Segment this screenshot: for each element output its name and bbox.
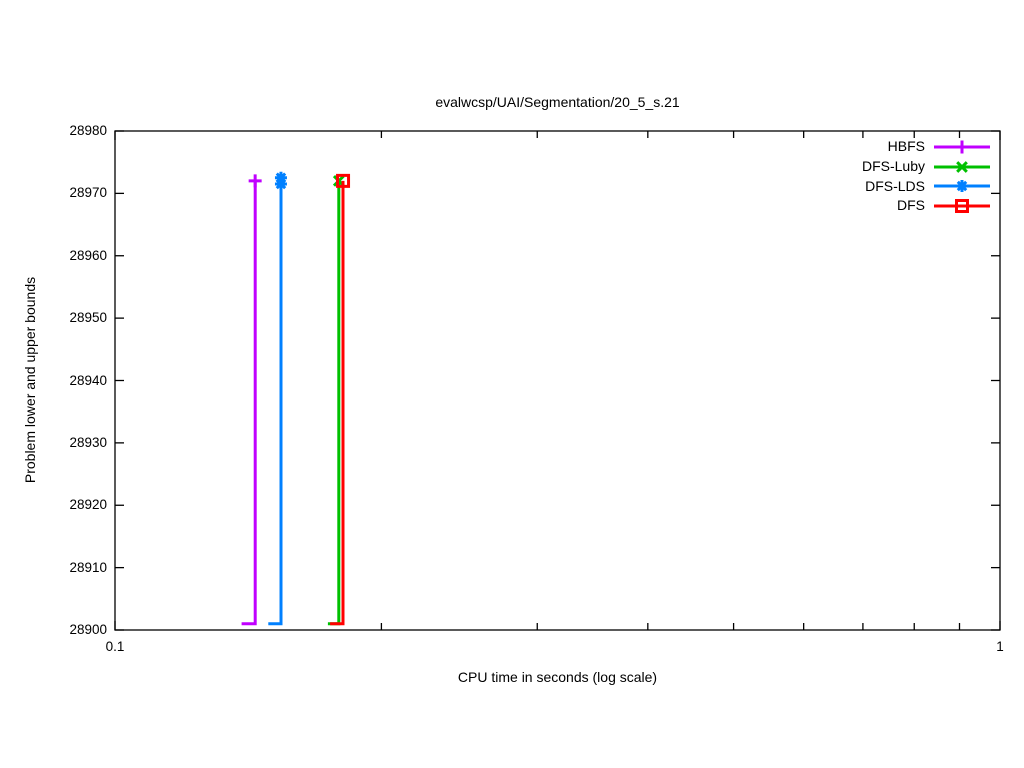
- legend-sample-DFS-Luby: [934, 160, 990, 173]
- legend-row-HBFS: HBFS: [862, 137, 991, 157]
- series-line-DFS: [330, 180, 345, 626]
- y-tick-label: 28970: [69, 185, 107, 201]
- legend: HBFS DFS-Luby DFS-LDS DFS: [862, 137, 991, 216]
- x-axis-title: CPU time in seconds (log scale): [457, 669, 658, 685]
- legend-row-DFS-Luby: DFS-Luby: [862, 157, 991, 177]
- legend-label: DFS: [897, 197, 925, 214]
- x-tick-label: 0.1: [105, 639, 125, 654]
- legend-row-DFS: DFS: [862, 196, 991, 216]
- legend-label: DFS-Luby: [861, 158, 925, 175]
- asterisk-marker: [274, 171, 287, 184]
- y-tick-label: 28980: [69, 123, 107, 138]
- y-tick-label: 28910: [69, 559, 107, 575]
- plus-marker: [955, 140, 969, 154]
- y-tick-label: 28940: [69, 372, 107, 388]
- plus-marker: [248, 174, 262, 188]
- square-open-marker: [955, 198, 969, 213]
- square-open-marker: [336, 173, 351, 188]
- x-marker: [956, 160, 968, 173]
- y-tick-label: 28950: [69, 310, 107, 326]
- legend-sample-HBFS: [934, 140, 990, 154]
- y-tick-label: 28930: [69, 434, 107, 450]
- y-tick-label: 28960: [69, 247, 107, 263]
- chart-title: evalwcsp/UAI/Segmentation/20_5_s.21: [435, 94, 680, 110]
- series-line-DFS-Luby: [327, 180, 341, 626]
- legend-row-DFS-LDS: DFS-LDS: [862, 176, 991, 196]
- asterisk-marker: [956, 180, 968, 193]
- y-tick-label: 28900: [69, 622, 107, 637]
- legend-label: DFS-LDS: [865, 177, 925, 194]
- legend-label: HBFS: [887, 138, 925, 155]
- series-line-DFS-LDS: [268, 180, 283, 626]
- series-line-HBFS: [241, 180, 257, 626]
- legend-sample-DFS-LDS: [934, 180, 990, 193]
- x-tick-label: 1: [996, 639, 1004, 654]
- y-tick-label: 28920: [69, 497, 107, 513]
- legend-sample-DFS: [934, 198, 990, 213]
- asterisk-marker: [274, 178, 287, 191]
